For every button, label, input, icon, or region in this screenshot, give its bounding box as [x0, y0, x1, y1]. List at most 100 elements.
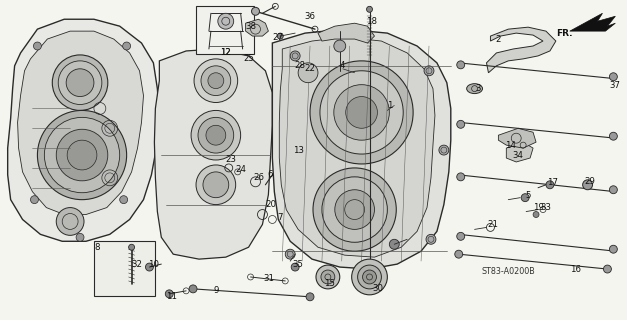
Polygon shape [279, 37, 435, 257]
Text: 3: 3 [476, 84, 482, 93]
Circle shape [439, 145, 449, 155]
Text: 30: 30 [372, 284, 383, 293]
Circle shape [76, 233, 84, 241]
Circle shape [38, 110, 127, 200]
Text: 11: 11 [166, 292, 177, 301]
Text: 8: 8 [94, 243, 100, 252]
Circle shape [352, 259, 387, 295]
Text: 20: 20 [265, 200, 276, 209]
Circle shape [456, 173, 465, 181]
Circle shape [603, 265, 611, 273]
Circle shape [533, 212, 539, 218]
Circle shape [123, 42, 130, 50]
Text: 26: 26 [253, 173, 264, 182]
Text: 29: 29 [584, 177, 595, 186]
Polygon shape [498, 128, 536, 148]
Circle shape [191, 110, 241, 160]
Bar [94, 241, 155, 296]
Circle shape [313, 168, 396, 251]
Circle shape [45, 117, 120, 193]
Circle shape [58, 61, 102, 105]
Text: 15: 15 [324, 279, 335, 288]
Circle shape [609, 186, 618, 194]
Circle shape [66, 69, 94, 97]
Circle shape [208, 73, 224, 89]
Polygon shape [570, 13, 615, 31]
Circle shape [189, 285, 197, 293]
Text: 38: 38 [245, 22, 256, 31]
Text: 2: 2 [495, 35, 501, 44]
Polygon shape [246, 19, 268, 36]
Circle shape [218, 13, 234, 29]
Circle shape [145, 263, 154, 271]
Circle shape [206, 125, 226, 145]
Text: 19: 19 [532, 203, 544, 212]
Circle shape [582, 180, 593, 190]
Text: 1: 1 [387, 101, 392, 110]
Text: 21: 21 [487, 220, 498, 229]
Circle shape [455, 250, 463, 258]
Circle shape [31, 196, 38, 204]
Polygon shape [507, 142, 533, 162]
Text: 31: 31 [263, 275, 274, 284]
Polygon shape [272, 29, 451, 269]
Polygon shape [8, 19, 159, 241]
Circle shape [251, 7, 260, 15]
Circle shape [129, 244, 135, 250]
Polygon shape [154, 49, 272, 259]
Text: FR.: FR. [557, 28, 573, 38]
Circle shape [120, 196, 128, 204]
Text: ST83-A0200B: ST83-A0200B [482, 267, 535, 276]
Text: 12: 12 [221, 48, 231, 57]
Text: 23: 23 [225, 156, 236, 164]
Circle shape [334, 85, 389, 140]
Circle shape [56, 208, 84, 235]
Text: 5: 5 [525, 191, 531, 200]
Text: 32: 32 [131, 260, 142, 268]
Circle shape [367, 6, 372, 12]
Bar [196, 6, 253, 54]
Text: 22: 22 [305, 64, 315, 73]
Text: 28: 28 [295, 61, 305, 70]
Circle shape [166, 290, 173, 298]
Circle shape [345, 97, 377, 128]
Text: 16: 16 [570, 265, 581, 274]
Circle shape [456, 232, 465, 240]
Text: 25: 25 [243, 54, 254, 63]
Text: 9: 9 [213, 286, 219, 295]
Circle shape [291, 263, 299, 271]
Circle shape [357, 265, 381, 289]
Circle shape [609, 245, 618, 253]
Circle shape [52, 55, 108, 110]
Circle shape [306, 293, 314, 301]
Text: 37: 37 [610, 81, 621, 90]
Text: 24: 24 [235, 165, 246, 174]
Text: 35: 35 [293, 260, 303, 268]
Circle shape [322, 177, 387, 242]
Polygon shape [18, 31, 144, 214]
Circle shape [334, 40, 345, 52]
Circle shape [310, 61, 413, 164]
Text: 12: 12 [220, 48, 231, 57]
Circle shape [203, 172, 229, 198]
Circle shape [426, 234, 436, 244]
Circle shape [456, 61, 465, 69]
Circle shape [546, 181, 554, 189]
Text: 33: 33 [540, 203, 552, 212]
Circle shape [316, 265, 340, 289]
Text: 36: 36 [305, 12, 315, 21]
Circle shape [285, 249, 295, 259]
Text: 34: 34 [513, 150, 524, 160]
Circle shape [33, 42, 41, 50]
Text: 13: 13 [293, 146, 303, 155]
Circle shape [196, 165, 236, 204]
Text: 4: 4 [340, 61, 345, 70]
Circle shape [194, 59, 238, 102]
Text: 14: 14 [505, 140, 516, 150]
Circle shape [56, 129, 108, 181]
Circle shape [298, 63, 318, 83]
Ellipse shape [466, 84, 483, 93]
Circle shape [389, 239, 399, 249]
Text: 17: 17 [547, 178, 559, 187]
Text: 10: 10 [148, 260, 159, 268]
